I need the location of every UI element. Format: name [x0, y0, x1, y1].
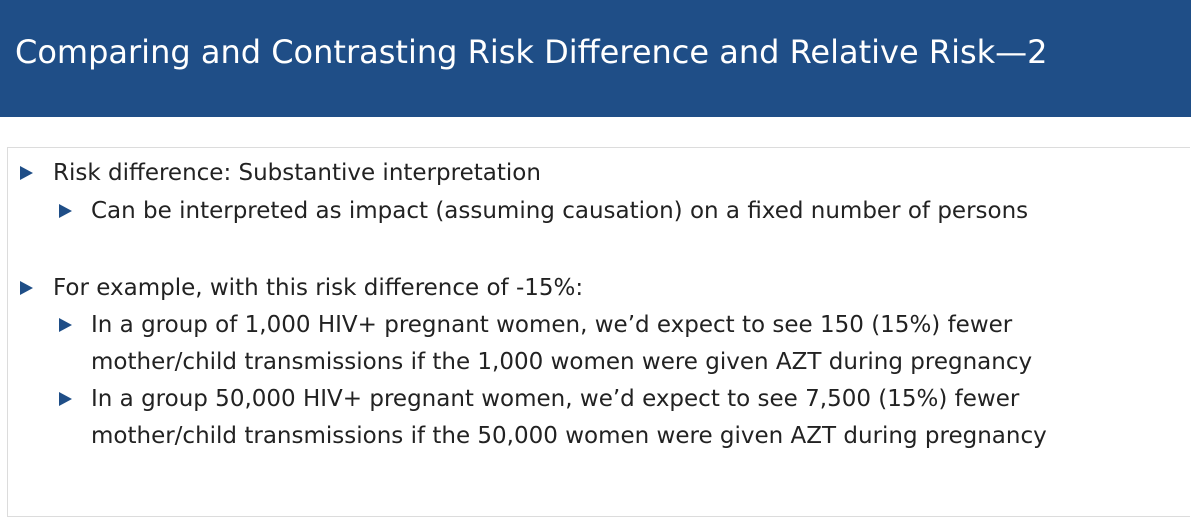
sub-bullet-triangle-icon [59, 392, 72, 406]
slide-title: Comparing and Contrasting Risk Differenc… [15, 33, 1048, 71]
sub-bullet-triangle-icon [59, 318, 72, 332]
sub-bullet-triangle-icon [59, 204, 72, 218]
bullet-triangle-icon [20, 166, 33, 180]
bullet-triangle-icon [20, 281, 33, 295]
sub-bullet-1000-women-line-1: In a group of 1,000 HIV+ pregnant women,… [91, 312, 1013, 338]
bullet-risk-difference: Risk difference: Substantive interpretat… [53, 160, 541, 186]
title-bar: Comparing and Contrasting Risk Differenc… [0, 0, 1191, 117]
sub-bullet-impact: Can be interpreted as impact (assuming c… [91, 198, 1029, 224]
bullet-example: For example, with this risk difference o… [53, 275, 584, 301]
sub-bullet-50000-women-line-1: In a group 50,000 HIV+ pregnant women, w… [91, 386, 1020, 412]
sub-bullet-1000-women-line-2: mother/child transmissions if the 1,000 … [91, 349, 1033, 375]
content-panel [7, 147, 1190, 517]
sub-bullet-50000-women-line-2: mother/child transmissions if the 50,000… [91, 423, 1047, 449]
